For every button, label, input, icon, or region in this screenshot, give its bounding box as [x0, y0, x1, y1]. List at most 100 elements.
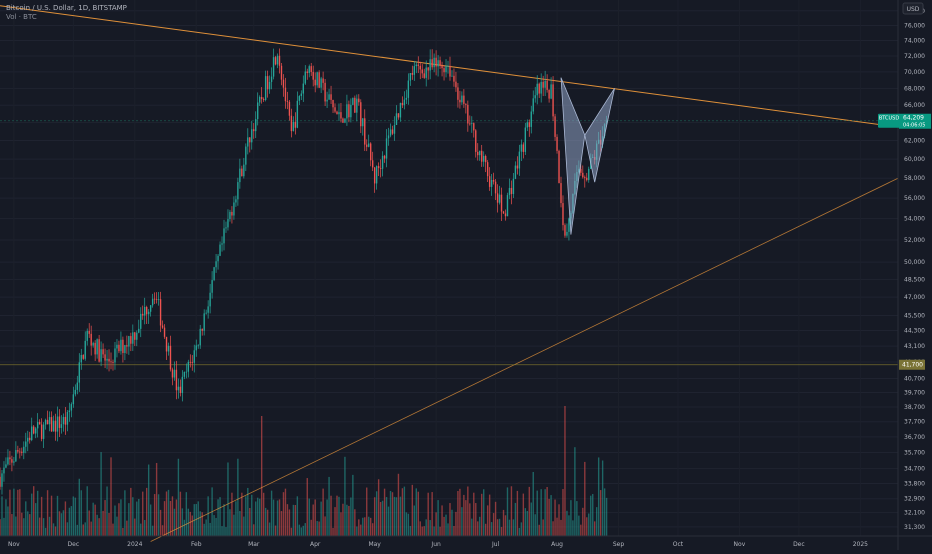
volume-bar	[358, 519, 360, 536]
candle-body	[467, 104, 469, 124]
volume-bar	[570, 500, 572, 536]
volume-bar	[431, 492, 433, 536]
candle-body	[564, 225, 566, 236]
currency-label[interactable]: USD	[907, 6, 920, 13]
volume-bar	[524, 508, 527, 536]
volume-bar	[576, 501, 578, 536]
candle-body	[383, 155, 386, 159]
volume-bar	[78, 478, 80, 536]
volume-bar	[233, 514, 235, 536]
candle-body	[132, 332, 134, 344]
volume-bar	[215, 517, 217, 536]
volume-bar	[5, 499, 7, 536]
resistance-trendline[interactable]	[0, 5, 899, 128]
volume-bar	[237, 458, 239, 536]
last-price-label	[899, 113, 931, 129]
y-tick-label: 66,000	[904, 102, 925, 109]
volume-bar	[471, 518, 473, 536]
volume-bar	[385, 497, 388, 536]
x-tick-label: 2025	[853, 541, 868, 548]
volume-bar	[66, 522, 69, 536]
volume-bar	[122, 527, 124, 536]
volume-bar	[92, 502, 94, 536]
volume-bar	[138, 498, 140, 536]
candle-body	[179, 386, 182, 394]
candle-body	[314, 79, 316, 86]
volume-bar	[306, 478, 308, 536]
volume-bar	[223, 504, 225, 536]
candle-body	[328, 94, 330, 100]
volume-bar	[453, 525, 455, 536]
candle-body	[316, 72, 318, 86]
volume-bar	[292, 504, 295, 536]
volume-bar	[249, 507, 251, 536]
volume-bar	[296, 496, 299, 536]
pattern-triangle-xab[interactable]	[560, 77, 586, 235]
volume-bar	[241, 492, 243, 536]
candle-body	[395, 113, 398, 126]
volume-bar	[344, 456, 346, 536]
volume-bar	[338, 496, 340, 536]
volume-bar	[243, 516, 245, 536]
candle-body	[413, 66, 416, 75]
volume-bar	[322, 488, 324, 536]
candle-body	[417, 64, 419, 66]
volume-bar	[601, 460, 604, 536]
volume-bar	[405, 512, 408, 536]
volume-bar	[205, 519, 207, 536]
volume-bar	[492, 513, 495, 536]
candle-body	[296, 100, 299, 128]
y-tick-label: 45,500	[904, 312, 925, 319]
volume-bar	[50, 495, 53, 536]
candle-body	[80, 354, 82, 363]
volume-bar	[463, 494, 465, 536]
volume-bar	[219, 497, 221, 536]
volume-bar	[100, 452, 102, 536]
volume-bar	[181, 508, 184, 536]
candle-body	[44, 419, 47, 425]
candle-body	[558, 150, 560, 184]
support-trendline[interactable]	[150, 177, 899, 542]
candle-body	[239, 168, 241, 183]
symbol-badge	[878, 113, 900, 128]
x-tick-label: Aug	[551, 541, 563, 548]
currency-button[interactable]	[902, 2, 924, 15]
candle-body	[449, 65, 451, 77]
volume-bar	[354, 509, 356, 536]
volume-bar	[433, 526, 435, 536]
volume-bar	[599, 490, 602, 536]
candle-body	[370, 143, 372, 161]
candle-body	[161, 325, 164, 328]
candle-body	[312, 71, 314, 80]
candle-body	[409, 72, 412, 81]
volume-bar	[516, 490, 519, 536]
volume-bar	[235, 501, 237, 536]
volume-bar	[108, 512, 110, 536]
pattern-triangle-bcd[interactable]	[584, 88, 615, 183]
candle-body	[526, 122, 528, 128]
candle-body	[94, 342, 96, 355]
volume-bar	[528, 486, 530, 536]
volume-bar	[473, 492, 475, 536]
volume-bar	[371, 523, 374, 536]
volume-bar	[9, 489, 11, 536]
candle-body	[512, 178, 515, 194]
volume-bar	[447, 523, 449, 536]
candle-body	[153, 298, 156, 300]
volume-bar	[574, 447, 576, 536]
candle-body	[233, 202, 235, 216]
candle-body	[302, 83, 304, 94]
volume-bar	[118, 503, 120, 536]
volume-bar	[201, 512, 203, 536]
volume-bar	[268, 522, 271, 536]
candle-body	[68, 410, 71, 413]
volume-bar	[538, 524, 540, 536]
volume-bar	[370, 517, 372, 536]
volume-bar	[52, 523, 55, 536]
candle-body	[193, 350, 195, 363]
candle-body	[358, 98, 360, 103]
candle-body	[15, 450, 17, 462]
